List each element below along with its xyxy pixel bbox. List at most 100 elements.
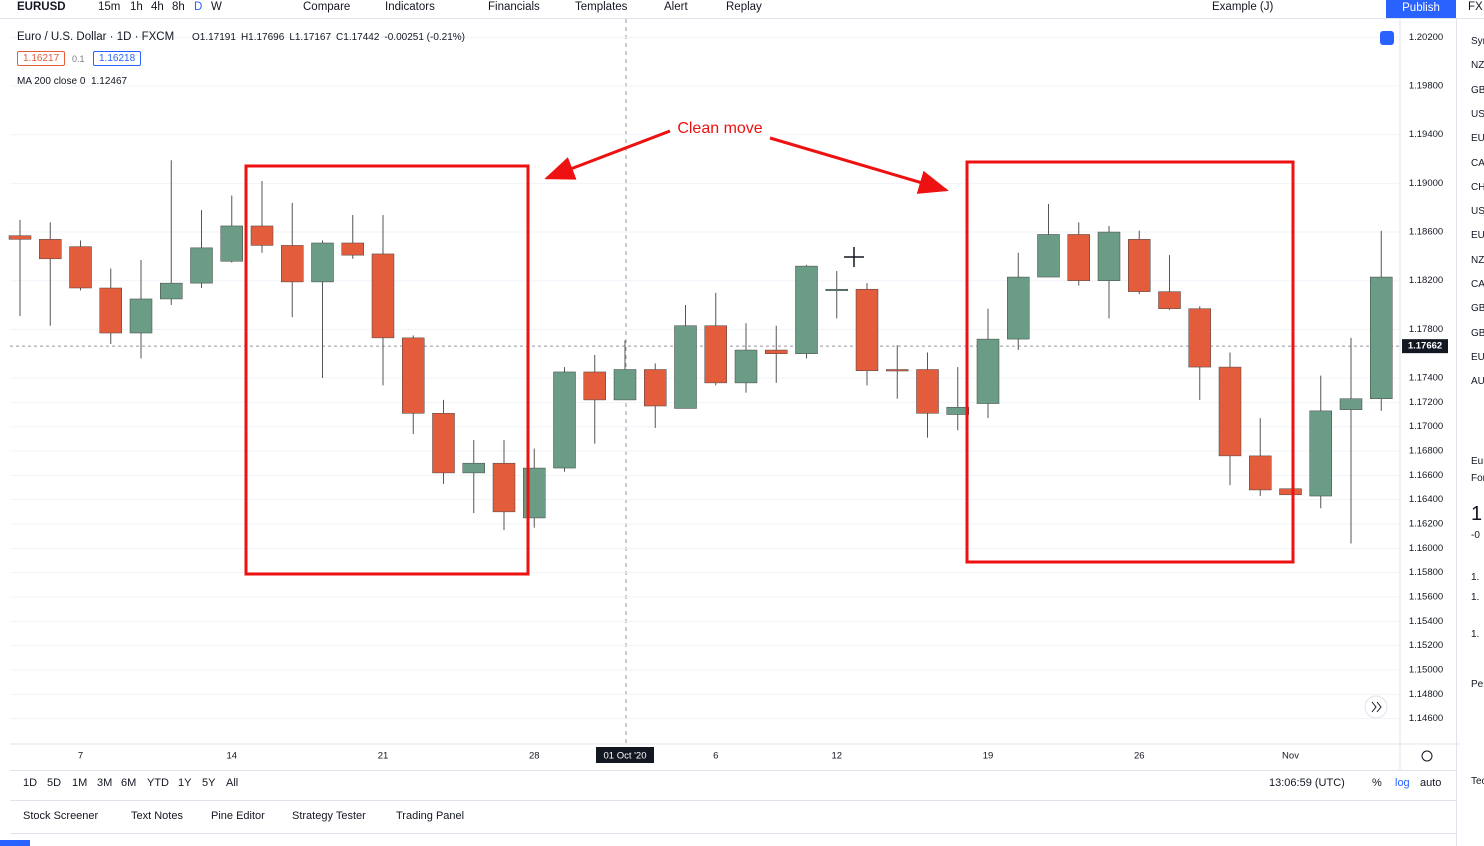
watchlist-symbol[interactable]: CA: [1471, 279, 1484, 290]
candle-body: [462, 462, 485, 474]
range[interactable]: All: [226, 777, 239, 789]
date-highlight: [596, 747, 654, 763]
legend-title: Euro / U.S. Dollar · 1D · FXCM: [17, 31, 175, 43]
interval[interactable]: D: [194, 1, 203, 13]
tab[interactable]: Pine Editor: [211, 810, 265, 822]
interval[interactable]: W: [211, 1, 222, 13]
range[interactable]: YTD: [147, 777, 169, 789]
range[interactable]: 5Y: [202, 777, 216, 789]
toolbar-item[interactable]: Compare: [303, 1, 351, 13]
candle-body: [855, 288, 879, 371]
detail-text: For: [1471, 473, 1484, 484]
candle-body: [99, 287, 122, 334]
candle-body: [704, 325, 727, 384]
interval[interactable]: 15m: [98, 1, 121, 13]
settings-icon[interactable]: [1421, 750, 1433, 762]
scroll-icon: [1371, 701, 1382, 713]
watchlist-symbol[interactable]: NZ: [1471, 60, 1484, 72]
watchlist-symbol[interactable]: EU: [1471, 351, 1484, 363]
candle-body: [39, 239, 62, 260]
highlight-box: [965, 160, 1295, 564]
x-tick-label: 28: [529, 751, 540, 762]
chart: 1.20200 1.19800 1.19400 1.19000 1.18600 1.182…: [8, 19, 1460, 770]
scale-option[interactable]: %: [1372, 777, 1382, 789]
candle-body: [1007, 276, 1030, 340]
y-tick-label: 1.19400: [1409, 129, 1443, 140]
range[interactable]: 5D: [47, 777, 62, 789]
candle-body: [1097, 231, 1121, 281]
x-tick-label: 21: [378, 751, 389, 762]
candle-body: [281, 245, 304, 283]
toolbar-item[interactable]: Templates: [575, 1, 628, 13]
tab[interactable]: Stock Screener: [23, 810, 99, 822]
x-tick-label: 19: [983, 751, 994, 762]
range[interactable]: 3M: [97, 777, 113, 789]
candle-body: [946, 406, 969, 415]
candle-body: [1249, 455, 1272, 491]
sync-icon[interactable]: [1380, 31, 1394, 45]
y-tick-label: 1.17200: [1409, 397, 1443, 408]
y-tick-label: 1.15000: [1409, 665, 1443, 676]
tab[interactable]: Trading Panel: [396, 810, 465, 822]
ohlc-value: L1.17167: [289, 32, 332, 43]
toolbar-item[interactable]: Financials: [488, 1, 540, 13]
ask[interactable]: 1.16218: [93, 51, 142, 66]
toolbar-item[interactable]: Replay: [726, 1, 762, 13]
toolbar-item[interactable]: Indicators: [385, 1, 435, 13]
watchlist-symbol[interactable]: GB: [1471, 84, 1484, 96]
spread: 0.1: [72, 54, 85, 64]
toolbar-item[interactable]: Alert: [664, 1, 688, 13]
publish-button[interactable]: Publish: [1386, 0, 1456, 18]
y-tick-label: 1.17800: [1409, 324, 1443, 335]
y-tick-label: 1.18600: [1409, 227, 1443, 238]
tab[interactable]: Strategy Tester: [292, 810, 366, 822]
watchlist-symbol[interactable]: US: [1471, 206, 1484, 218]
y-tick-label: 1.15800: [1409, 567, 1443, 578]
symbol[interactable]: EURUSD: [17, 1, 66, 13]
watchlist-symbol[interactable]: CA: [1471, 157, 1484, 169]
watchlist-symbol[interactable]: Syr: [1471, 36, 1484, 47]
scale-option[interactable]: log: [1395, 777, 1410, 789]
candle-body: [1370, 276, 1393, 399]
y-tick-label: 1.19800: [1409, 81, 1443, 92]
range[interactable]: 1D: [23, 777, 38, 789]
watchlist-symbol[interactable]: EU: [1471, 230, 1484, 242]
candle-body: [1279, 488, 1302, 496]
interval[interactable]: 4h: [151, 1, 164, 13]
watchlist-symbol[interactable]: GB: [1471, 327, 1484, 339]
detail-text: Per: [1471, 679, 1484, 690]
candle-body: [976, 338, 1000, 404]
ma-name: MA 200 close 0: [17, 76, 86, 87]
annotation: Clean move: [677, 120, 762, 137]
detail-text: 1.: [1471, 592, 1480, 603]
y-tick-label: 1.19000: [1409, 178, 1443, 189]
detail-text: 1.: [1471, 572, 1480, 583]
scale-option[interactable]: auto: [1420, 777, 1442, 789]
highlight-box: [244, 164, 530, 576]
y-tick-label: 1.16800: [1409, 446, 1443, 457]
watchlist-symbol[interactable]: EU: [1471, 133, 1484, 145]
tab-bar: [10, 800, 1456, 834]
y-tick-label: 1.16400: [1409, 494, 1443, 505]
legend-ohlc: O1.17191 H1.17696 L1.17167 C1.17442 -0.0…: [192, 32, 465, 43]
range[interactable]: 1Y: [178, 777, 192, 789]
interval[interactable]: 8h: [172, 1, 185, 13]
watchlist-symbol[interactable]: CH: [1471, 181, 1484, 193]
watchlist-symbol[interactable]: US: [1471, 108, 1484, 120]
tab[interactable]: Text Notes: [131, 810, 183, 822]
watchlist-symbol[interactable]: GB: [1471, 303, 1484, 315]
range[interactable]: 6M: [121, 777, 137, 789]
candle-body: [613, 369, 637, 401]
watchlist-symbol[interactable]: NZ: [1471, 254, 1484, 266]
candle-body: [1339, 398, 1363, 410]
range[interactable]: 1M: [72, 777, 88, 789]
interval[interactable]: 1h: [130, 1, 143, 13]
layout-name[interactable]: Example (J): [1212, 1, 1274, 13]
last-price-label: 1.17662: [1408, 341, 1442, 352]
side-panel: Syr NZ GB US EU CA CH US EU NZ CA GB GB EU AU Eur For 1 -0…: [1456, 19, 1484, 846]
watchlist-symbol[interactable]: AU: [1471, 376, 1484, 388]
ma-value: 1.12467: [90, 76, 128, 87]
candle-body: [1128, 239, 1151, 292]
bid[interactable]: 1.16217: [17, 51, 66, 66]
arrow: [769, 136, 949, 194]
